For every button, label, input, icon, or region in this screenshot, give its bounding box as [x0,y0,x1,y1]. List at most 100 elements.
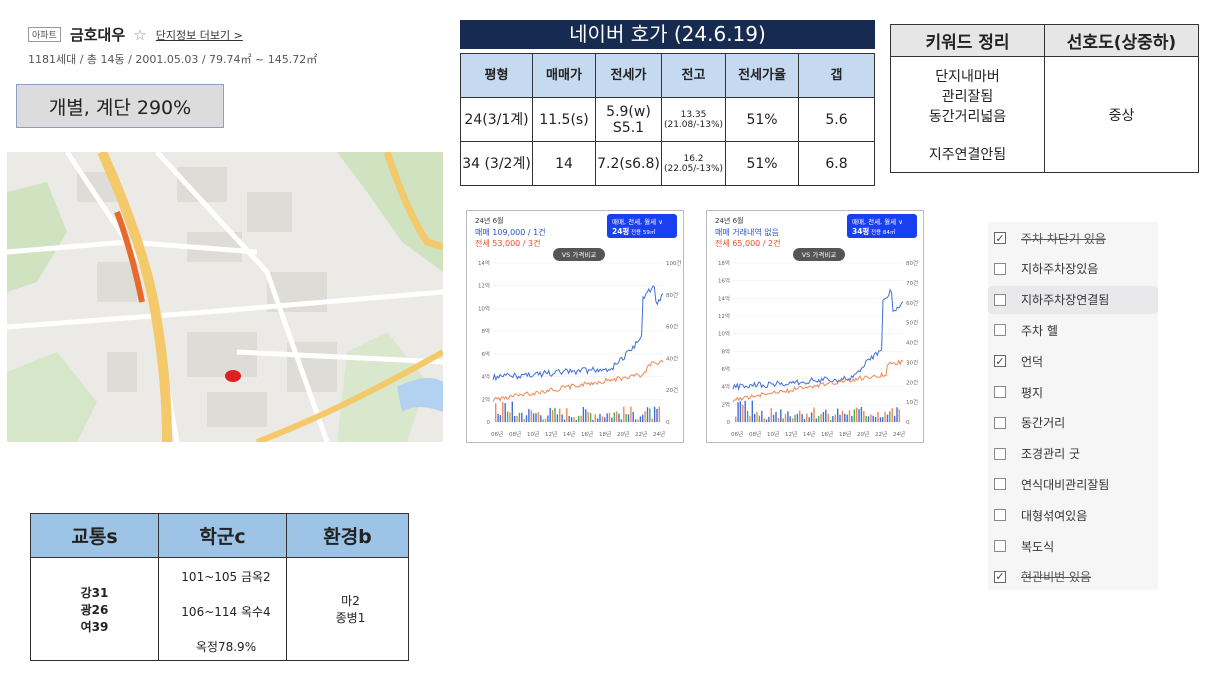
keyword-item: 관리잘됨 [941,88,994,105]
volume-bar [863,411,865,422]
volume-bar [573,417,575,422]
volume-bar [532,413,535,422]
volume-bar [606,413,608,422]
volume-bar [844,413,846,422]
transport-item: 강31 [80,585,109,600]
checklist-item[interactable]: 복도식 [988,532,1158,560]
x-tick: 14년 [563,430,575,438]
checklist-item[interactable]: 주차 헬 [988,316,1158,344]
x-tick: 06년 [731,430,743,438]
checklist-label: 조경관리 굿 [1021,447,1081,462]
chart-filter-label: 매매, 전세, 월세 ∨ [852,217,903,226]
y-right-tick: 0 [906,420,910,426]
volume-bar [813,407,815,422]
y-left-tick: 12억 [718,312,730,320]
checklist-item[interactable]: ✓ 현관비번 있음 [988,563,1158,591]
volume-bar [898,409,900,422]
checklist-item[interactable]: 대형섞여있음 [988,501,1158,529]
cell-ratio: 51% [725,97,799,142]
price-chart-34py[interactable]: 24년 6월 매매 거래내역 없음 전세 65,000 / 2건 매매, 전세, 월세… [706,210,924,443]
volume-bar [765,419,768,422]
volume-bar [528,409,530,422]
checkbox[interactable] [994,478,1006,491]
volume-bar [611,417,613,422]
checkbox[interactable] [994,509,1006,522]
keyword-item: 지주연결안됨 [928,146,1007,163]
volume-bar [832,416,834,422]
volume-bar [751,400,753,422]
checklist-item[interactable]: 지하주차장있음 [988,255,1158,283]
volume-bar [889,411,891,422]
checkbox[interactable] [994,447,1006,460]
checkbox-checked[interactable]: ✓ [994,354,1006,368]
volume-bar [499,415,502,422]
volume-bar [818,415,820,422]
checkbox[interactable] [994,416,1006,429]
table-row: 24(3/1계) 11.5(s) 5.9(w) S5.1 13.35 (21.0… [460,97,875,142]
volume-bar [858,409,860,422]
checklist-item[interactable]: 평지 [988,378,1158,406]
x-tick: 16년 [581,430,593,438]
x-tick: 24년 [893,430,905,438]
volume-bar [846,414,848,422]
checklist-item[interactable]: 지하주차장연결됨 [988,285,1158,314]
volume-bar [784,414,787,422]
volume-bar [525,415,528,422]
x-tick: 10년 [767,430,779,438]
volume-bar [521,412,523,422]
transport-cell: 강31 광26 여39 [30,557,159,661]
checklist-label: 주차 헬 [1021,323,1058,338]
y-right-tick: 0 [666,420,670,426]
checkbox[interactable] [994,386,1006,398]
volume-bar [599,413,601,422]
checklist-item[interactable]: 조경관리 굿 [988,440,1158,468]
checklist-item[interactable]: ✓ 언덕 [988,347,1158,375]
volume-bar [870,414,872,422]
checkbox-checked[interactable]: ✓ [994,570,1006,584]
environment-item: 마2 [341,594,360,608]
checkbox[interactable] [994,262,1006,275]
volume-bar [737,402,739,422]
keyword-item: 동간거리넓음 [928,108,1007,125]
volume-bar [535,413,537,422]
volume-bar [592,420,594,422]
chart-size-detail: 전용 84㎡ [871,228,896,236]
y-right-tick: 40건 [666,355,678,362]
checklist-label: 지하주차장연결됨 [1021,293,1110,308]
volume-bar [597,418,599,422]
x-tick: 18년 [839,430,851,438]
volume-bar [820,414,822,422]
volume-bar [874,416,877,422]
volume-bar [787,411,789,422]
volume-bar [855,407,858,422]
chart-size-detail: 전용 59㎡ [631,228,656,236]
checklist-item[interactable]: ✓ 주차 차단기 있음 [988,224,1158,252]
jeonse-price-line [492,359,664,402]
header-environment: 환경b [286,513,409,558]
volume-bar [537,412,540,422]
volume-bar [620,419,623,422]
checklist-item[interactable]: 연식대비관리잘됨 [988,470,1158,498]
volume-bar [851,416,853,422]
y-right-tick: 20건 [906,379,918,386]
volume-bar [544,418,547,422]
volume-bar [834,414,836,422]
checkbox[interactable] [994,293,1006,306]
header-jeonse: 전세가 [595,53,662,98]
location-map[interactable] [7,152,443,442]
y-left-tick: 10억 [718,330,730,338]
checkbox[interactable] [994,324,1006,337]
x-tick: 18년 [599,430,611,438]
price-chart-24py[interactable]: 24년 6월 매매 109,000 / 1건 전세 53,000 / 3건 매매, 전… [466,210,684,443]
checklist-item[interactable]: 동간거리 [988,409,1158,437]
y-left-tick: 0 [727,420,731,426]
favorite-star-icon[interactable]: ☆ [133,25,147,44]
complex-info-more-link[interactable]: 단지정보 더보기 > [155,28,243,42]
y-right-tick: 100건 [666,260,682,267]
checkbox[interactable] [994,540,1006,552]
checkbox-checked[interactable]: ✓ [994,231,1006,245]
volume-bar [618,413,620,422]
volume-bar [589,413,592,422]
compare-button-label: VS 가격비교 [562,250,597,259]
compare-button [793,248,845,261]
